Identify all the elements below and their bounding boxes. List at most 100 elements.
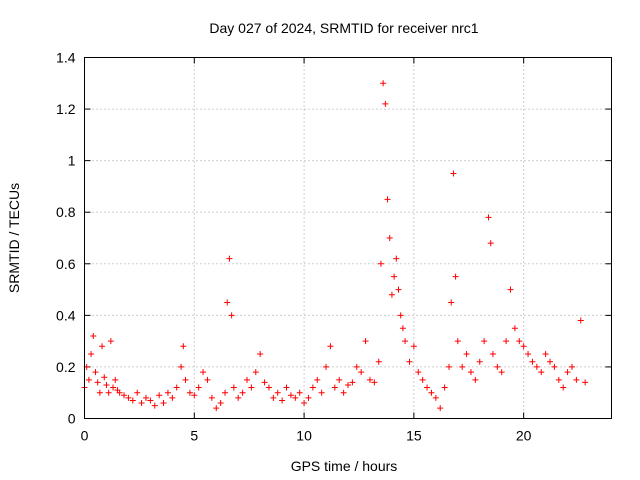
data-points xyxy=(81,80,589,412)
data-point xyxy=(582,379,589,386)
data-point xyxy=(134,389,141,396)
data-point xyxy=(463,351,470,358)
data-point xyxy=(224,299,231,306)
data-point xyxy=(568,363,575,370)
data-point xyxy=(340,389,347,396)
data-point xyxy=(406,358,413,365)
y-tick-label: 0.6 xyxy=(56,256,76,272)
data-point xyxy=(243,376,250,383)
data-point xyxy=(180,343,187,350)
data-point xyxy=(287,392,294,399)
data-point xyxy=(560,384,567,391)
data-point xyxy=(101,374,108,381)
data-point xyxy=(459,363,466,370)
data-point xyxy=(419,376,426,383)
data-point xyxy=(533,363,540,370)
data-point xyxy=(507,286,514,293)
data-point xyxy=(393,255,400,262)
data-point xyxy=(384,196,391,203)
data-point xyxy=(415,369,422,376)
data-point xyxy=(169,394,176,401)
data-point xyxy=(164,389,171,396)
data-point xyxy=(382,100,389,107)
data-point xyxy=(402,338,409,345)
data-point xyxy=(125,394,132,401)
data-point xyxy=(432,394,439,401)
data-point xyxy=(195,384,202,391)
data-point xyxy=(564,369,571,376)
data-point xyxy=(345,381,351,388)
x-axis-label: GPS time / hours xyxy=(291,458,398,474)
data-point xyxy=(489,351,496,358)
data-point xyxy=(252,369,259,376)
data-point xyxy=(200,369,207,376)
data-point xyxy=(450,170,457,177)
data-point xyxy=(151,402,158,409)
data-point xyxy=(121,392,128,399)
data-point xyxy=(503,338,510,345)
data-point xyxy=(156,392,163,399)
data-point xyxy=(107,338,114,345)
data-point xyxy=(248,384,255,391)
data-point xyxy=(230,384,237,391)
data-point xyxy=(279,397,286,404)
data-point xyxy=(377,260,384,267)
data-point xyxy=(222,389,229,396)
data-point xyxy=(525,351,532,358)
x-tick-label: 15 xyxy=(406,428,422,444)
data-point xyxy=(498,369,505,376)
data-point xyxy=(112,376,119,383)
data-point xyxy=(358,369,365,376)
data-point xyxy=(178,363,185,370)
data-point xyxy=(494,363,501,370)
data-point xyxy=(142,394,149,401)
data-point xyxy=(467,369,474,376)
y-tick-label: 1 xyxy=(68,153,76,169)
data-point xyxy=(485,214,492,221)
data-point xyxy=(88,351,95,358)
x-tick-label: 5 xyxy=(190,428,198,444)
data-point xyxy=(476,358,483,365)
grid xyxy=(84,57,612,419)
data-point xyxy=(331,384,338,391)
data-point xyxy=(318,389,325,396)
data-point xyxy=(399,325,406,332)
data-point xyxy=(397,312,404,319)
data-point xyxy=(314,376,321,383)
data-point xyxy=(388,291,395,298)
x-tick-label: 10 xyxy=(296,428,312,444)
data-point xyxy=(85,376,92,383)
data-point xyxy=(160,400,167,407)
data-point xyxy=(296,389,303,396)
data-point xyxy=(305,394,312,401)
data-point xyxy=(94,379,101,386)
data-point xyxy=(208,394,215,401)
y-tick-label: 0.4 xyxy=(56,307,76,323)
data-point xyxy=(538,369,545,376)
data-point xyxy=(349,379,356,386)
data-point xyxy=(551,363,558,370)
data-point xyxy=(472,376,479,383)
data-point xyxy=(452,273,459,280)
y-tick-label: 0 xyxy=(68,411,76,427)
data-point xyxy=(547,358,554,365)
data-point xyxy=(257,351,264,358)
data-point xyxy=(228,312,235,319)
data-point xyxy=(516,338,523,345)
data-point xyxy=(424,384,431,391)
data-point xyxy=(90,332,97,339)
data-point xyxy=(274,389,281,396)
data-point xyxy=(441,384,448,391)
data-point xyxy=(380,80,387,87)
data-point xyxy=(362,338,369,345)
data-point xyxy=(270,394,277,401)
data-point xyxy=(213,405,220,412)
data-point xyxy=(261,379,268,386)
data-point xyxy=(110,384,117,391)
data-point xyxy=(323,363,330,370)
data-point xyxy=(92,369,99,376)
data-point xyxy=(577,317,584,324)
data-point xyxy=(116,389,123,396)
data-point xyxy=(265,384,272,391)
